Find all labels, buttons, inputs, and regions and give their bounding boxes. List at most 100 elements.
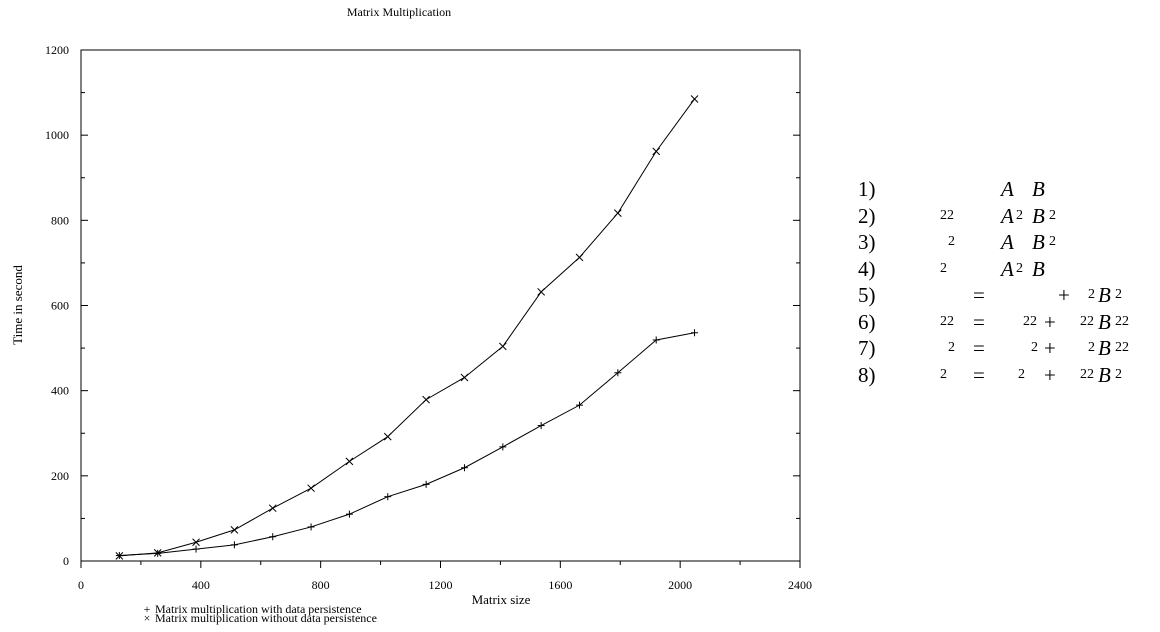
equation-number: 4) bbox=[858, 256, 876, 281]
y-tick-label: 200 bbox=[51, 469, 69, 483]
equation-term: A bbox=[1001, 177, 1014, 201]
equation-number: 3) bbox=[858, 230, 876, 254]
data-point bbox=[268, 504, 277, 513]
legend-symbol: + bbox=[144, 602, 151, 616]
x-tick-label: 2400 bbox=[788, 578, 812, 592]
data-point bbox=[307, 523, 315, 531]
data-point bbox=[115, 552, 124, 560]
equation-number: 5) bbox=[858, 283, 876, 307]
equation-term: A bbox=[1001, 203, 1014, 228]
data-point bbox=[499, 443, 507, 451]
y-tick-label: 1000 bbox=[45, 128, 69, 142]
equation-term: B bbox=[1098, 362, 1111, 387]
equation-row: 5) = +2 B 2 bbox=[858, 282, 1158, 309]
x-tick-label: 800 bbox=[312, 578, 330, 592]
equation-term: B bbox=[1032, 203, 1045, 228]
x-tick-label: 2000 bbox=[668, 578, 692, 592]
data-point bbox=[575, 253, 584, 262]
equation-term: 2 bbox=[1016, 260, 1023, 276]
data-point bbox=[192, 545, 200, 553]
equation-term: 2 bbox=[940, 366, 947, 382]
data-point bbox=[383, 432, 392, 441]
equation-number: 8) bbox=[858, 362, 876, 387]
x-tick-label: 1200 bbox=[429, 578, 453, 592]
data-point bbox=[269, 533, 277, 541]
series-line bbox=[119, 98, 695, 557]
legend-symbol: × bbox=[144, 611, 151, 625]
equation-term: 2 bbox=[1049, 234, 1056, 249]
equation-number: 7) bbox=[858, 336, 876, 360]
y-tick-label: 1200 bbox=[45, 43, 69, 57]
x-tick-label: 0 bbox=[78, 578, 84, 592]
data-point bbox=[537, 422, 545, 430]
equation-term: 2 bbox=[1088, 340, 1095, 355]
equation-term: B bbox=[1098, 283, 1111, 307]
data-point bbox=[537, 288, 546, 296]
data-point bbox=[691, 329, 699, 337]
data-point bbox=[498, 342, 507, 351]
equation-number: 2) bbox=[858, 203, 876, 228]
equation-term: B bbox=[1098, 309, 1111, 334]
y-tick-label: 400 bbox=[51, 384, 69, 398]
equation-row: 7) 2 = 2 +2 B 22 bbox=[858, 335, 1158, 362]
x-axis-label: Matrix size bbox=[472, 592, 531, 607]
data-point bbox=[460, 373, 469, 382]
equation-term: 2 bbox=[1018, 366, 1025, 382]
data-point bbox=[153, 549, 162, 557]
data-point bbox=[230, 526, 239, 534]
equation-term: B bbox=[1032, 177, 1045, 201]
equation-term: 2 bbox=[1031, 340, 1038, 355]
equation-term: + bbox=[1044, 309, 1056, 334]
x-tick-label: 400 bbox=[192, 578, 210, 592]
equation-term: 2 bbox=[948, 340, 955, 355]
legend-label: Matrix multiplication with data persiste… bbox=[155, 602, 362, 616]
equation-term: 2 bbox=[1016, 207, 1023, 223]
plot-frame bbox=[80, 49, 801, 562]
equation-term: + bbox=[1058, 283, 1070, 307]
data-point bbox=[422, 480, 430, 488]
data-point bbox=[192, 538, 200, 547]
equation-number: 6) bbox=[858, 309, 876, 334]
equation-term: 2 bbox=[1088, 287, 1095, 302]
legend-label: Matrix multiplication without data persi… bbox=[155, 611, 377, 625]
equation-term: 22 bbox=[940, 313, 954, 329]
equation-term: = bbox=[973, 336, 985, 360]
equation-term: = bbox=[973, 283, 985, 307]
equation-term: = bbox=[973, 362, 985, 387]
equation-term: 22 bbox=[1080, 313, 1094, 329]
equation-term: 22 bbox=[1080, 366, 1094, 382]
data-point bbox=[614, 369, 622, 377]
y-tick-label: 600 bbox=[51, 299, 69, 313]
equation-term: B bbox=[1032, 230, 1045, 254]
y-tick-label: 0 bbox=[63, 554, 69, 568]
y-tick-label: 800 bbox=[51, 213, 69, 227]
x-axis: 0 400 800 1200 1600 2000 2400 bbox=[78, 561, 812, 592]
equation-term: B bbox=[1098, 336, 1111, 360]
x-tick-label: 1600 bbox=[548, 578, 572, 592]
equation-row: 6) 22 = 22 +22 B 22 bbox=[858, 309, 1158, 336]
equation-list: 1) A B 2) 22 A 2 B 2 3) 2 A B 2 4) 2 A 2 B 5) = +2 B 2 6) 22 = 22 +2… bbox=[858, 176, 1158, 388]
equation-term: 22 bbox=[940, 207, 954, 223]
equation-term: A bbox=[1001, 230, 1014, 254]
equation-row: 4) 2 A 2 B bbox=[858, 256, 1158, 283]
data-point bbox=[652, 336, 660, 344]
equation-term: 2 bbox=[948, 234, 955, 249]
y-axis: 0 200 400 600 800 1000 1200 bbox=[45, 43, 800, 568]
equation-term: A bbox=[1001, 256, 1014, 281]
equation-row: 3) 2 A B 2 bbox=[858, 229, 1158, 256]
equation-term: 22 bbox=[1115, 340, 1129, 355]
data-point bbox=[345, 457, 354, 466]
data-point bbox=[384, 493, 392, 501]
equation-row: 1) A B bbox=[858, 176, 1158, 203]
equation-number: 1) bbox=[858, 177, 876, 201]
equation-term: + bbox=[1044, 336, 1056, 360]
series-line bbox=[119, 332, 695, 556]
series-2 bbox=[115, 95, 699, 560]
equation-term: 2 bbox=[1049, 207, 1056, 223]
equation-term: 2 bbox=[1115, 287, 1122, 302]
equation-term: = bbox=[973, 309, 985, 334]
chart-title: Matrix Multiplication bbox=[347, 5, 451, 19]
data-point bbox=[652, 147, 661, 156]
data-point bbox=[345, 510, 353, 518]
